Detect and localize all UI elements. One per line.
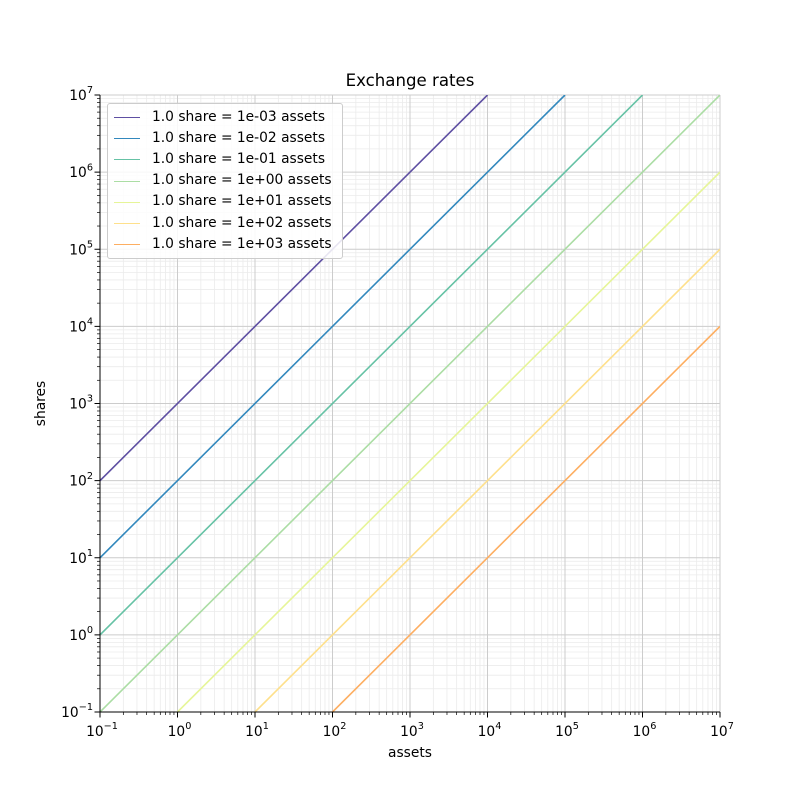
y-tick-label: 102 [69, 471, 93, 490]
x-tick-label: 101 [245, 721, 269, 740]
series-lines [100, 95, 720, 712]
legend-item: 1.0 share = 1e+02 assets [114, 213, 332, 234]
legend-label: 1.0 share = 1e-02 assets [152, 129, 326, 146]
y-tick-label: 101 [69, 548, 93, 567]
x-tick-label: 100 [168, 721, 192, 740]
legend-line-sample [114, 138, 140, 140]
y-tick-label: 106 [69, 162, 93, 181]
series-line-3 [100, 95, 644, 636]
series-line-1 [100, 95, 489, 482]
x-tick-labels: 10−1 100 101 102 103 104 105 106 107 [86, 721, 734, 740]
series-line-5 [176, 171, 720, 712]
legend-item: 1.0 share = 1e+01 assets [114, 192, 332, 213]
legend-label: 1.0 share = 1e+00 assets [152, 172, 332, 189]
series-line-7 [331, 325, 720, 712]
legend-item: 1.0 share = 1e+03 assets [114, 234, 332, 255]
legend-label: 1.0 share = 1e-01 assets [152, 151, 326, 168]
legend-line-sample [114, 223, 140, 225]
y-tick-labels: 10−1 100 101 102 103 104 105 106 107 [61, 85, 93, 721]
legend-line-sample [114, 180, 140, 182]
legend-line-sample [114, 201, 140, 203]
y-tick-label: 107 [69, 85, 93, 104]
x-tick-label: 106 [633, 721, 657, 740]
y-axis-label: shares [33, 381, 49, 426]
legend-line-sample [114, 159, 140, 161]
series-line-4 [100, 95, 720, 712]
series-line-6 [254, 248, 720, 712]
chart-title: Exchange rates [346, 71, 475, 90]
legend-item: 1.0 share = 1e-03 assets [114, 107, 332, 128]
legend-label: 1.0 share = 1e+02 assets [152, 214, 332, 231]
x-tick-label: 102 [323, 721, 347, 740]
y-tick-label: 10−1 [61, 702, 93, 721]
x-tick-label: 10−1 [86, 721, 118, 740]
legend-line-sample [114, 244, 140, 246]
ticks [94, 94, 721, 718]
x-tick-label: 105 [555, 721, 579, 740]
y-tick-label: 103 [69, 394, 93, 413]
legend: 1.0 share = 1e-03 assets 1.0 share = 1e-0… [107, 103, 343, 260]
legend-label: 1.0 share = 1e+01 assets [152, 193, 332, 210]
legend-item: 1.0 share = 1e-01 assets [114, 149, 332, 170]
y-tick-label: 100 [69, 625, 93, 644]
legend-label: 1.0 share = 1e-03 assets [152, 108, 326, 125]
x-tick-label: 107 [710, 721, 734, 740]
legend-label: 1.0 share = 1e+03 assets [152, 235, 332, 252]
x-tick-label: 103 [400, 721, 424, 740]
x-axis-label: assets [388, 745, 432, 761]
y-tick-label: 105 [69, 239, 93, 258]
legend-item: 1.0 share = 1e+00 assets [114, 171, 332, 192]
series-line-2 [100, 95, 566, 559]
y-tick-label: 104 [69, 317, 93, 336]
x-tick-label: 104 [478, 721, 502, 740]
legend-item: 1.0 share = 1e-02 assets [114, 128, 332, 149]
legend-line-sample [114, 117, 140, 119]
